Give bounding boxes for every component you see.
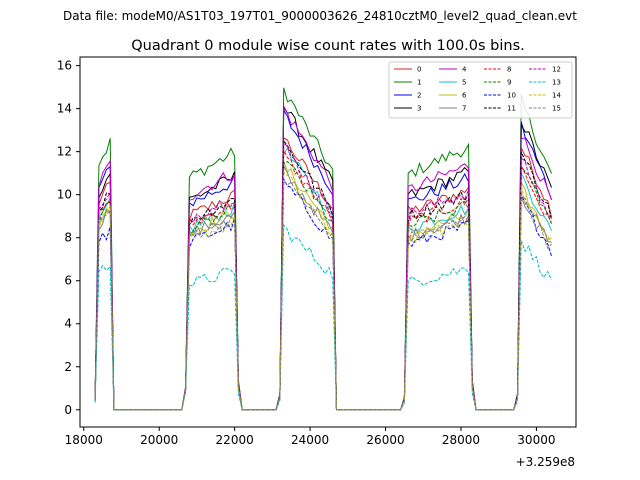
data-file-label: Data file: modeM0/AS1T03_197T01_90000036…	[63, 9, 577, 23]
y-axis: 0 2 4 6 8 10 12 14 16	[57, 59, 80, 417]
x-tick-label: 18000	[65, 433, 103, 447]
series-line-7	[94, 164, 552, 411]
y-tick-label: 10	[57, 188, 72, 202]
legend-label-15: 15	[552, 105, 561, 113]
legend-label-4: 4	[462, 66, 467, 74]
series-line-4	[94, 104, 552, 411]
legend-label-10: 10	[507, 92, 516, 100]
series-line-13	[94, 223, 552, 411]
y-tick-label: 12	[57, 145, 72, 159]
x-tick-label: 24000	[291, 433, 329, 447]
plot-area	[79, 56, 577, 428]
legend-label-7: 7	[462, 105, 466, 113]
y-tick-label: 6	[64, 274, 72, 288]
series-line-12	[94, 141, 552, 411]
x-tick-label: 26000	[366, 433, 404, 447]
legend-label-3: 3	[417, 105, 421, 113]
series-line-1	[94, 87, 552, 411]
legend-label-12: 12	[552, 66, 561, 74]
y-tick-label: 2	[64, 360, 72, 374]
series-line-11	[94, 139, 552, 411]
y-tick-label: 0	[64, 403, 72, 417]
y-tick-label: 8	[64, 231, 72, 245]
legend-label-0: 0	[417, 66, 421, 74]
series-line-15	[94, 179, 552, 411]
chart-title: Quadrant 0 module wise count rates with …	[131, 38, 525, 54]
x-tick-label: 20000	[140, 433, 178, 447]
legend-label-1: 1	[417, 79, 421, 87]
legend-label-5: 5	[462, 79, 466, 87]
legend-label-13: 13	[552, 79, 561, 87]
series-line-3	[94, 105, 552, 411]
plot-frame	[79, 56, 577, 428]
series-line-5	[94, 146, 552, 411]
x-tick-label: 30000	[517, 433, 555, 447]
legend-label-11: 11	[507, 105, 516, 113]
x-axis: 18000 20000 22000 24000 26000 28000 30000	[65, 427, 555, 447]
series-line-2	[94, 108, 552, 411]
x-offset-label: +3.259e8	[516, 455, 575, 469]
x-tick-label: 28000	[442, 433, 480, 447]
legend-label-9: 9	[507, 79, 511, 87]
series-line-8	[94, 149, 552, 411]
series-line-10	[94, 176, 552, 411]
y-tick-label: 14	[57, 102, 72, 116]
legend-label-6: 6	[462, 92, 467, 100]
y-tick-label: 4	[64, 317, 72, 331]
x-tick-label: 22000	[216, 433, 254, 447]
legend-label-14: 14	[552, 92, 561, 100]
legend-label-8: 8	[507, 66, 511, 74]
legend-label-2: 2	[417, 92, 421, 100]
y-tick-label: 16	[57, 59, 72, 73]
legend-box	[388, 61, 573, 119]
